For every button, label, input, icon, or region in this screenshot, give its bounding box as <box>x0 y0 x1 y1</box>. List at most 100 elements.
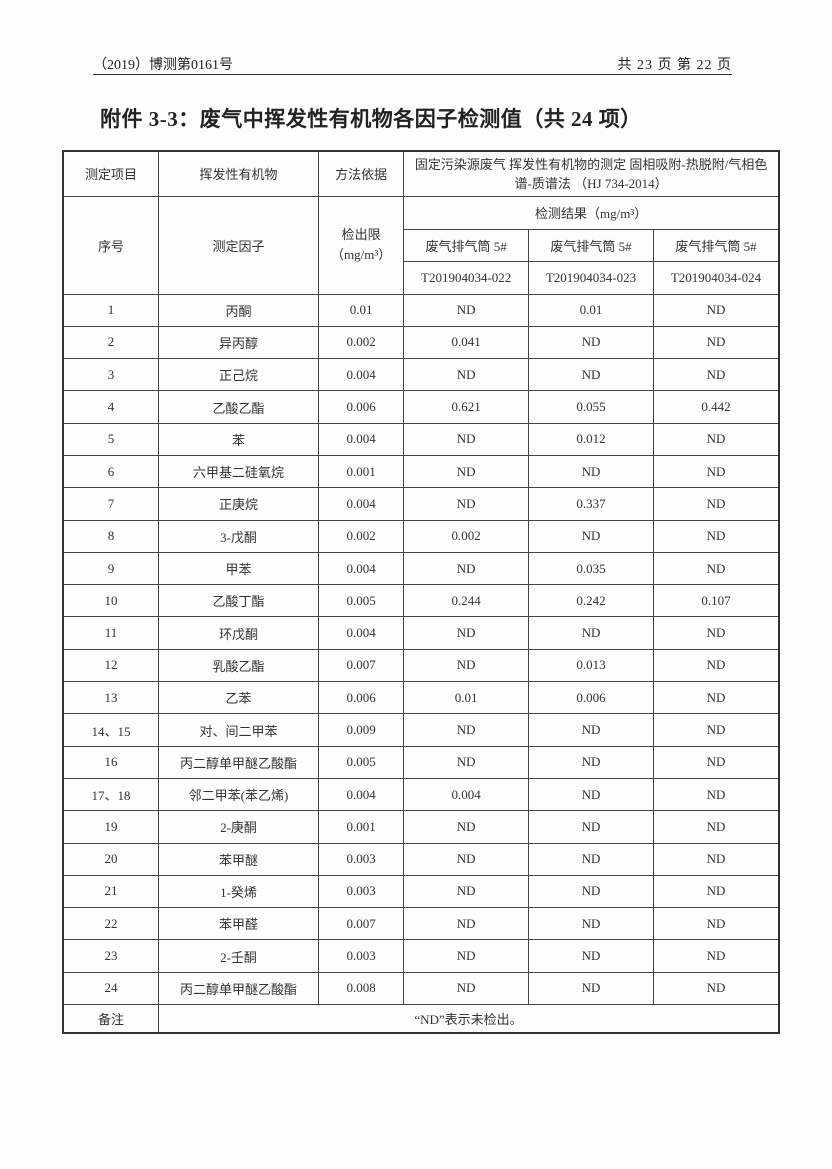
limit-cell: 0.002 <box>317 519 405 553</box>
table-row: 21 1-癸烯 0.003 ND ND ND <box>62 874 780 909</box>
result-cell: ND <box>403 713 530 747</box>
table-row: 19 2-庚酮 0.001 ND ND ND <box>62 810 780 844</box>
result-cell: ND <box>652 293 780 327</box>
result-cell: 0.442 <box>652 390 780 424</box>
limit-cell: 0.008 <box>317 971 405 1006</box>
limit-cell: 0.01 <box>317 293 405 327</box>
result-cell: 0.013 <box>528 648 654 683</box>
result-cell: ND <box>528 713 654 747</box>
result-cell: ND <box>528 358 654 392</box>
factor-cell: 3-戊酮 <box>158 519 319 553</box>
table-row: 22 苯甲醛 0.007 ND ND ND <box>62 907 780 941</box>
factor-cell: 异丙醇 <box>158 325 319 360</box>
result-cell: ND <box>403 745 530 779</box>
result-cell: ND <box>528 874 654 909</box>
seq-cell: 21 <box>62 874 159 909</box>
result-cell: 0.002 <box>403 519 530 553</box>
header-method: 方法依据 <box>317 150 405 197</box>
result-cell: 0.242 <box>528 584 654 618</box>
method-text: 固定污染源废气 挥发性有机物的测定 固相吸附-热脱附/气相色谱-质谱法 （HJ … <box>403 150 780 197</box>
seq-cell: 22 <box>62 907 159 941</box>
result-cell: ND <box>528 810 654 844</box>
seq-cell: 5 <box>62 422 159 456</box>
result-cell: ND <box>652 745 780 779</box>
limit-cell: 0.005 <box>317 745 405 779</box>
factor-cell: 乙苯 <box>158 681 319 715</box>
result-cell: ND <box>652 842 780 876</box>
factor-cell: 正己烷 <box>158 358 319 392</box>
page-header: （2019）博测第0161号 共 23 页 第 22 页 <box>93 54 732 75</box>
seq-cell: 12 <box>62 648 159 683</box>
sample-id: T201904034-023 <box>528 260 654 295</box>
factor-cell: 六甲基二硅氧烷 <box>158 454 319 489</box>
header-factor: 测定因子 <box>158 195 319 295</box>
result-cell: 0.01 <box>403 681 530 715</box>
result-cell: 0.337 <box>528 487 654 521</box>
limit-cell: 0.004 <box>317 777 405 812</box>
table-row: 7 正庚烷 0.004 ND 0.337 ND <box>62 487 780 521</box>
seq-cell: 2 <box>62 325 159 360</box>
result-cell: 0.012 <box>528 422 654 456</box>
factor-cell: 乳酸乙酯 <box>158 648 319 683</box>
seq-cell: 9 <box>62 551 159 586</box>
factor-cell: 1-癸烯 <box>158 874 319 909</box>
table-row: 14、15 对、间二甲苯 0.009 ND ND ND <box>62 713 780 747</box>
result-cell: ND <box>403 487 530 521</box>
result-cell: ND <box>652 777 780 812</box>
result-cell: ND <box>652 713 780 747</box>
limit-cell: 0.007 <box>317 648 405 683</box>
limit-cell: 0.002 <box>317 325 405 360</box>
result-cell: ND <box>528 454 654 489</box>
table-row: 20 苯甲醚 0.003 ND ND ND <box>62 842 780 876</box>
seq-cell: 13 <box>62 681 159 715</box>
seq-cell: 4 <box>62 390 159 424</box>
factor-cell: 苯甲醛 <box>158 907 319 941</box>
table-row: 5 苯 0.004 ND 0.012 ND <box>62 422 780 456</box>
limit-cell: 0.004 <box>317 487 405 521</box>
factor-cell: 苯 <box>158 422 319 456</box>
limit-cell: 0.003 <box>317 939 405 973</box>
result-cell: ND <box>403 293 530 327</box>
limit-cell: 0.004 <box>317 422 405 456</box>
factor-cell: 乙酸乙酯 <box>158 390 319 424</box>
result-cell: 0.055 <box>528 390 654 424</box>
table-row: 2 异丙醇 0.002 0.041 ND ND <box>62 325 780 360</box>
seq-cell: 11 <box>62 616 159 650</box>
result-cell: 0.041 <box>403 325 530 360</box>
result-cell: ND <box>652 907 780 941</box>
factor-cell: 乙酸丁酯 <box>158 584 319 618</box>
result-cell: ND <box>403 358 530 392</box>
seq-cell: 17、18 <box>62 777 159 812</box>
limit-cell: 0.003 <box>317 842 405 876</box>
header-item: 测定项目 <box>62 150 159 197</box>
result-cell: ND <box>403 810 530 844</box>
remark-label: 备注 <box>62 1004 159 1034</box>
header-voc: 挥发性有机物 <box>158 150 319 197</box>
factor-cell: 2-壬酮 <box>158 939 319 973</box>
factor-cell: 环戊酮 <box>158 616 319 650</box>
factor-cell: 苯甲醚 <box>158 842 319 876</box>
result-cell: ND <box>652 422 780 456</box>
factor-cell: 甲苯 <box>158 551 319 586</box>
seq-cell: 7 <box>62 487 159 521</box>
sample-location: 废气排气筒 5# <box>528 228 654 262</box>
seq-cell: 10 <box>62 584 159 618</box>
doc-number: （2019）博测第0161号 <box>93 58 233 73</box>
factor-cell: 对、间二甲苯 <box>158 713 319 747</box>
result-cell: ND <box>652 551 780 586</box>
result-cell: ND <box>652 971 780 1006</box>
result-cell: ND <box>403 971 530 1006</box>
table-row: 4 乙酸乙酯 0.006 0.621 0.055 0.442 <box>62 390 780 424</box>
sample-id: T201904034-024 <box>652 260 780 295</box>
table-row: 1 丙酮 0.01 ND 0.01 ND <box>62 293 780 327</box>
result-cell: ND <box>652 519 780 553</box>
result-cell: ND <box>403 842 530 876</box>
header-limit: 检出限（mg/m³） <box>317 195 405 295</box>
result-cell: ND <box>403 939 530 973</box>
limit-cell: 0.006 <box>317 390 405 424</box>
result-cell: ND <box>403 422 530 456</box>
result-cell: ND <box>528 325 654 360</box>
table-row: 23 2-壬酮 0.003 ND ND ND <box>62 939 780 973</box>
seq-cell: 3 <box>62 358 159 392</box>
seq-cell: 16 <box>62 745 159 779</box>
